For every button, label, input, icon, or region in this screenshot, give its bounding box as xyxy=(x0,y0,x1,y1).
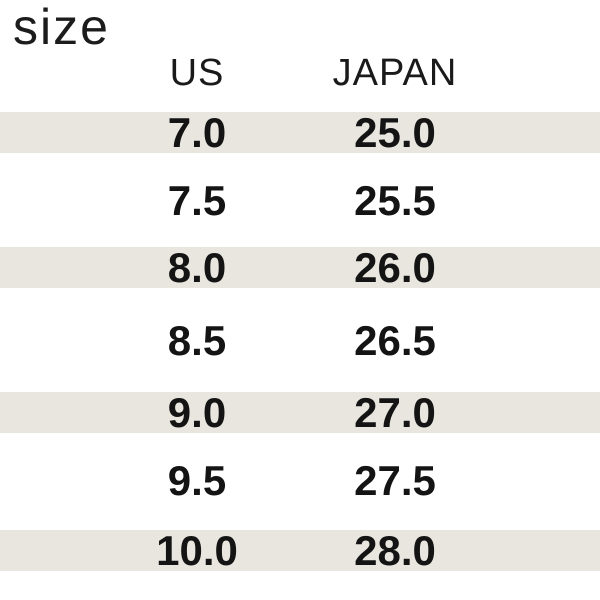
table-row: 9.5 27.5 xyxy=(0,457,600,504)
japan-size-value: 25.5 xyxy=(354,177,436,224)
us-size-value: 9.0 xyxy=(167,389,227,436)
column-header-japan: JAPAN xyxy=(332,52,458,94)
japan-size-value: 27.5 xyxy=(354,457,436,504)
table-row: 7.0 25.0 xyxy=(0,109,600,156)
page-title: size xyxy=(13,0,110,55)
japan-size-value: 27.0 xyxy=(354,389,436,436)
us-size-value: 7.0 xyxy=(167,109,227,156)
table-row: 7.5 25.5 xyxy=(0,177,600,224)
us-size-value: 10.0 xyxy=(156,527,238,574)
table-row: 9.0 27.0 xyxy=(0,389,600,436)
us-size-value: 9.5 xyxy=(167,457,227,504)
us-size-value: 8.0 xyxy=(167,244,227,291)
table-row: 8.5 26.5 xyxy=(0,317,600,364)
japan-size-value: 26.5 xyxy=(354,317,436,364)
us-size-value: 7.5 xyxy=(167,177,227,224)
japan-size-value: 26.0 xyxy=(354,244,436,291)
japan-size-value: 28.0 xyxy=(354,527,436,574)
table-row: 8.0 26.0 xyxy=(0,244,600,291)
table-row: 10.0 28.0 xyxy=(0,527,600,574)
us-size-value: 8.5 xyxy=(167,317,227,364)
japan-size-value: 25.0 xyxy=(354,109,436,156)
table-header-row: US JAPAN xyxy=(0,50,600,96)
column-header-us: US xyxy=(169,52,225,94)
